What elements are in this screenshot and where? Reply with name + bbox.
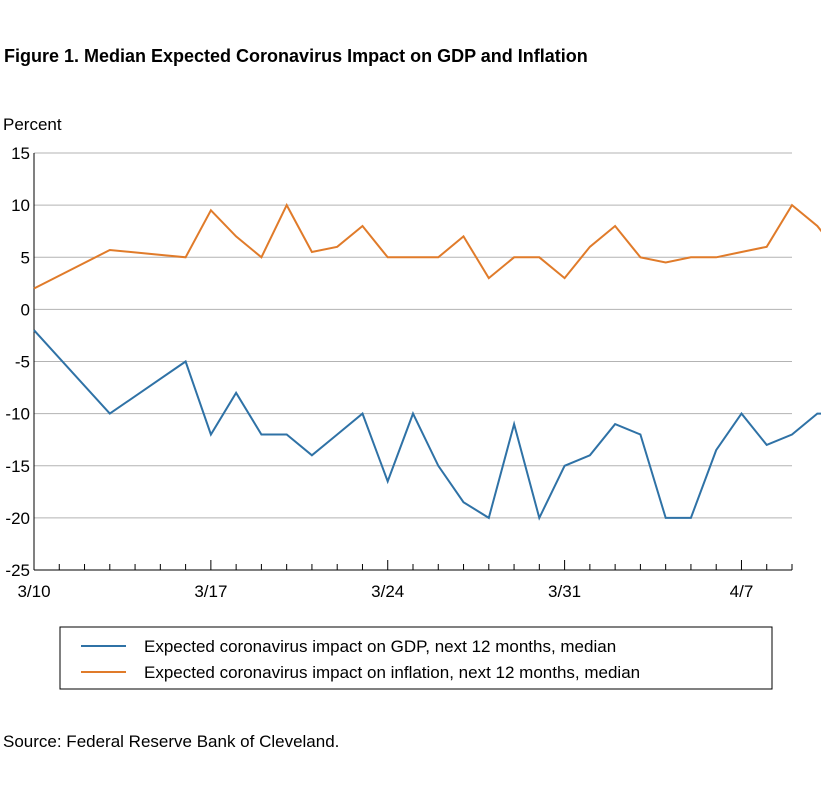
- x-tick-label: 3/31: [548, 582, 581, 601]
- y-tick-label: -10: [5, 405, 30, 424]
- y-tick-label: -5: [15, 353, 30, 372]
- legend-label-inflation: Expected coronavirus impact on inflation…: [144, 663, 640, 682]
- legend-box: [59, 626, 773, 690]
- y-tick-label: 5: [21, 248, 30, 267]
- y-axis-label: Percent: [3, 115, 62, 134]
- y-tick-label: 0: [21, 300, 30, 319]
- series-lines: [33, 202, 821, 521]
- source-note: Source: Federal Reserve Bank of Clevelan…: [3, 732, 340, 751]
- inflation-series-line: [33, 202, 821, 290]
- y-tick-label: -15: [5, 457, 30, 476]
- x-tick-label: 4/7: [730, 582, 754, 601]
- y-tick-label: -20: [5, 509, 30, 528]
- chart-title: Figure 1. Median Expected Coronavirus Im…: [4, 46, 588, 66]
- x-tick-label: 3/24: [371, 582, 404, 601]
- x-tick-label: 3/17: [194, 582, 227, 601]
- y-tick-label: 10: [11, 196, 30, 215]
- legend-label-gdp: Expected coronavirus impact on GDP, next…: [144, 637, 616, 656]
- y-tick-label: -25: [5, 561, 30, 580]
- gdp-series-line: [33, 329, 821, 521]
- axes: 15 10 5 0 -5 -10 -15 -20 -25 3/10 3/17 3/24 3/31 4/7: [5, 144, 793, 601]
- y-tick-label: 15: [11, 144, 30, 163]
- gridlines: [34, 152, 792, 519]
- legend: Expected coronavirus impact on GDP, next…: [59, 626, 773, 690]
- x-tick-label: 3/10: [17, 582, 50, 601]
